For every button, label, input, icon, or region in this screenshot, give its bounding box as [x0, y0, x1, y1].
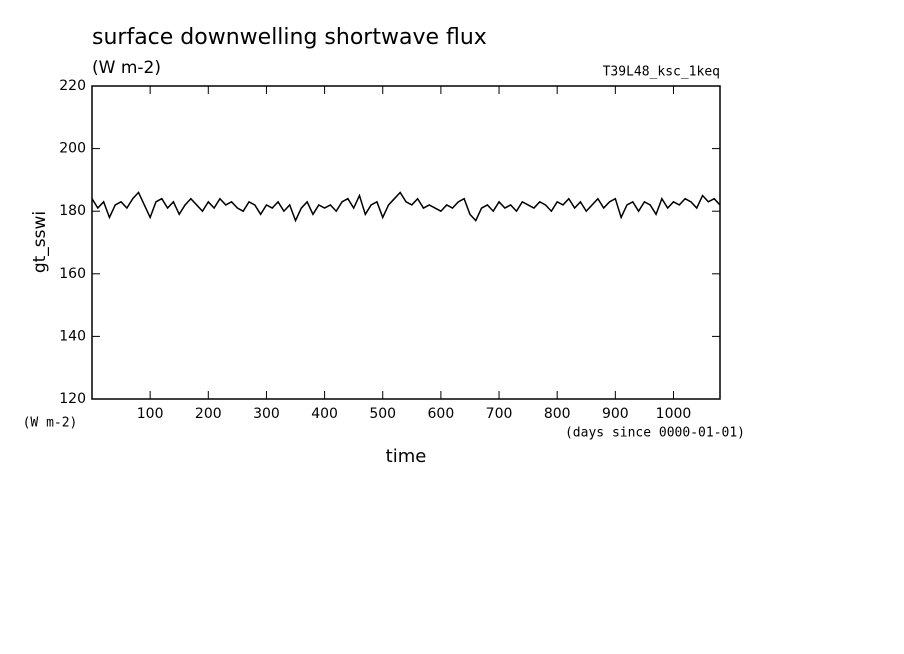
chart-title: surface downwelling shortwave flux — [92, 25, 487, 50]
y-tick-label: 180 — [59, 203, 86, 219]
y-tick-label: 160 — [59, 266, 86, 282]
x-tick-label: 500 — [369, 406, 396, 422]
x-tick-label: 200 — [195, 406, 222, 422]
x-tick-label: 300 — [253, 406, 280, 422]
data-line — [91, 191, 721, 223]
x-tick-label: 100 — [137, 406, 164, 422]
y-tick-label: 200 — [59, 141, 86, 157]
x-tick-label: 800 — [544, 406, 571, 422]
y-unit: (W m-2) — [23, 416, 78, 431]
chart-subtitle: (W m-2) — [92, 58, 161, 78]
x-tick-label: 1000 — [656, 406, 692, 422]
plot-frame — [91, 85, 721, 400]
x-unit: (days since 0000-01-01) — [565, 426, 745, 441]
y-tick-label: 220 — [59, 78, 86, 94]
x-tick-label: 600 — [428, 406, 455, 422]
x-tick-label: 900 — [602, 406, 629, 422]
x-axis-label: time — [386, 446, 427, 467]
annotation: T39L48_ksc_1keq — [603, 65, 720, 80]
y-axis-label: gt_sswi — [30, 211, 50, 273]
x-tick-label: 700 — [486, 406, 513, 422]
y-tick-label: 140 — [59, 328, 86, 344]
y-tick-label: 120 — [59, 391, 86, 407]
x-tick-label: 400 — [311, 406, 338, 422]
